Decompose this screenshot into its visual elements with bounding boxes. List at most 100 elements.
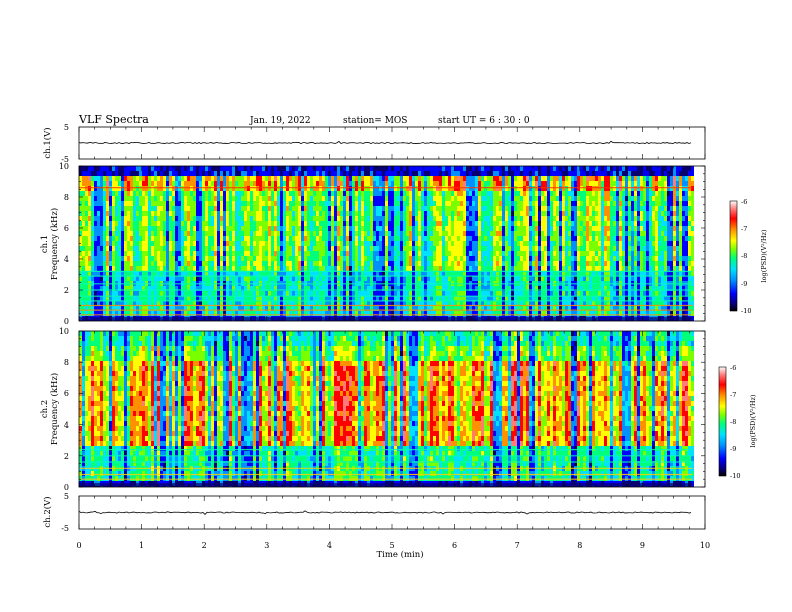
spectrogram-cell bbox=[523, 191, 526, 196]
spectrogram-cell bbox=[238, 171, 241, 176]
spectrogram-cell bbox=[307, 271, 310, 276]
spectrogram-cell bbox=[511, 196, 514, 201]
spectrogram-cell bbox=[334, 276, 337, 281]
spectrogram-cell bbox=[241, 221, 244, 226]
spectrogram-cell bbox=[160, 181, 163, 186]
spectrogram-cell bbox=[205, 311, 208, 316]
spectrogram-cell bbox=[244, 286, 247, 291]
spectrogram-cell bbox=[82, 301, 85, 306]
spectrogram-cell bbox=[304, 271, 307, 276]
spectrogram-cell bbox=[268, 171, 271, 176]
spectrogram-cell bbox=[370, 286, 373, 291]
spectrogram-cell bbox=[544, 271, 547, 276]
spectrogram-cell bbox=[214, 251, 217, 256]
spectrogram-cell bbox=[556, 181, 559, 186]
spectrogram-cell bbox=[145, 171, 148, 176]
spectrogram-cell bbox=[334, 176, 337, 181]
spectrogram-cell bbox=[538, 211, 541, 216]
spectrogram-cell bbox=[361, 186, 364, 191]
spectrogram-cell bbox=[292, 236, 295, 241]
spectrogram-cell bbox=[505, 301, 508, 306]
spectrogram-cell bbox=[433, 196, 436, 201]
spectrogram-cell bbox=[331, 256, 334, 261]
spectrogram-cell bbox=[313, 266, 316, 271]
spectrogram-cell bbox=[544, 206, 547, 211]
spectrogram-cell bbox=[526, 296, 529, 301]
spectrogram-cell bbox=[397, 171, 400, 176]
spectrogram-cell bbox=[142, 306, 145, 311]
spectrogram-cell bbox=[340, 236, 343, 241]
spectrogram-cell bbox=[79, 216, 82, 221]
spectrogram-cell bbox=[259, 266, 262, 271]
spectrogram-cell bbox=[79, 291, 82, 296]
spectrogram-cell bbox=[259, 241, 262, 246]
spectrogram-cell bbox=[331, 246, 334, 251]
spectrogram-cell bbox=[172, 201, 175, 206]
spectrogram-cell bbox=[202, 226, 205, 231]
spectrogram-cell bbox=[277, 306, 280, 311]
spectrogram-cell bbox=[445, 206, 448, 211]
spectrogram-cell bbox=[217, 166, 220, 171]
spectrogram-cell bbox=[376, 191, 379, 196]
spectrogram-cell bbox=[397, 216, 400, 221]
spectrogram-cell bbox=[361, 226, 364, 231]
spectrogram-cell bbox=[451, 246, 454, 251]
spectrogram-cell bbox=[406, 241, 409, 246]
spectrogram-cell bbox=[388, 181, 391, 186]
spectrogram-cell bbox=[343, 206, 346, 211]
spectrogram-cell bbox=[265, 241, 268, 246]
spectrogram-cell bbox=[517, 201, 520, 206]
spectrogram-cell bbox=[358, 206, 361, 211]
spectrogram-cell bbox=[208, 271, 211, 276]
spectrogram-cell bbox=[532, 196, 535, 201]
spectrogram-cell bbox=[220, 186, 223, 191]
spectrogram-cell bbox=[490, 196, 493, 201]
spectrogram-cell bbox=[496, 246, 499, 251]
spectrogram-cell bbox=[448, 191, 451, 196]
spectrogram-cell bbox=[340, 166, 343, 171]
spectrogram-cell bbox=[211, 296, 214, 301]
spectrogram-cell bbox=[469, 301, 472, 306]
spectrogram-cell bbox=[283, 186, 286, 191]
spectrogram-cell bbox=[355, 236, 358, 241]
spectrogram-cell bbox=[523, 301, 526, 306]
spectrogram-cell bbox=[472, 176, 475, 181]
spectrogram-cell bbox=[112, 251, 115, 256]
spectrogram-cell bbox=[451, 301, 454, 306]
spectrogram-cell bbox=[205, 191, 208, 196]
spectrogram-cell bbox=[517, 181, 520, 186]
spectrogram-cell bbox=[550, 176, 553, 181]
spectrogram-cell bbox=[97, 236, 100, 241]
spectrogram-cell bbox=[100, 226, 103, 231]
spectrogram-cell bbox=[508, 311, 511, 316]
spectrogram-cell bbox=[142, 271, 145, 276]
spectrogram-cell bbox=[169, 211, 172, 216]
spectrogram-cell bbox=[286, 166, 289, 171]
spectrogram-cell bbox=[277, 196, 280, 201]
spectrogram-cell bbox=[499, 271, 502, 276]
spectrogram-cell bbox=[220, 166, 223, 171]
spectrogram-cell bbox=[460, 286, 463, 291]
spectrogram-cell bbox=[226, 181, 229, 186]
spectrogram-cell bbox=[274, 176, 277, 181]
spectrogram-cell bbox=[304, 216, 307, 221]
spectrogram-cell bbox=[412, 231, 415, 236]
spectrogram-cell bbox=[307, 226, 310, 231]
spectrogram-cell bbox=[559, 176, 562, 181]
spectrogram-cell bbox=[559, 226, 562, 231]
spectrogram-cell bbox=[88, 216, 91, 221]
spectrogram-cell bbox=[178, 301, 181, 306]
spectrogram-cell bbox=[391, 286, 394, 291]
spectrogram-cell bbox=[505, 311, 508, 316]
spectrogram-cell bbox=[448, 276, 451, 281]
spectrogram-cell bbox=[430, 226, 433, 231]
spectrogram-cell bbox=[136, 176, 139, 181]
spectrogram-cell bbox=[358, 181, 361, 186]
spectrogram-cell bbox=[487, 256, 490, 261]
spectrogram-cell bbox=[526, 201, 529, 206]
spectrogram-cell bbox=[349, 286, 352, 291]
spectrogram-cell bbox=[184, 296, 187, 301]
spectrogram-cell bbox=[178, 241, 181, 246]
spectrogram-cell bbox=[370, 261, 373, 266]
spectrogram-cell bbox=[280, 166, 283, 171]
